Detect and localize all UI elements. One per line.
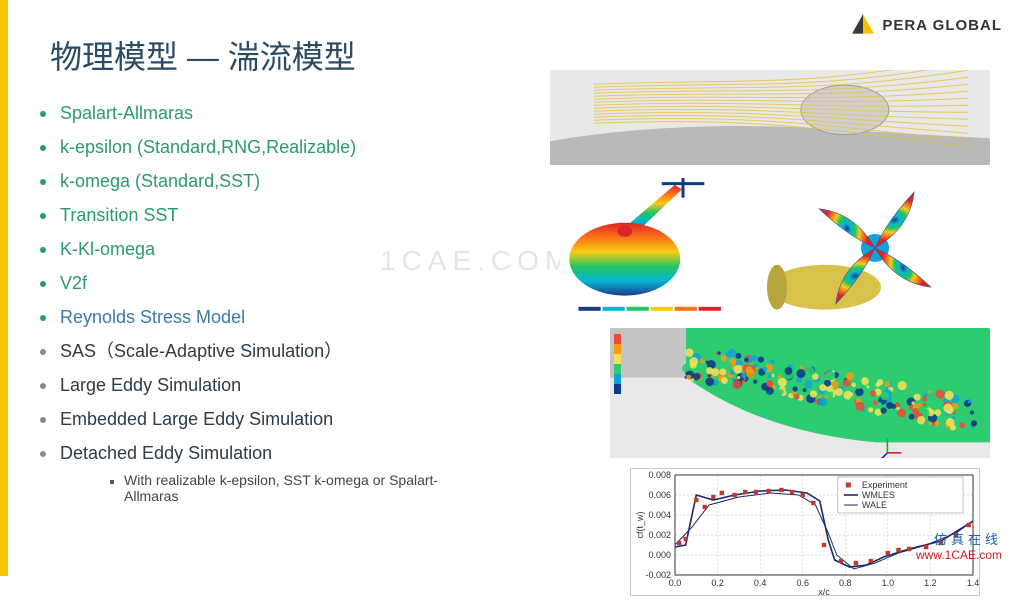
accent-bar xyxy=(0,0,8,576)
simulation-figure xyxy=(610,328,990,458)
logo-text: PERA GLOBAL xyxy=(882,17,1002,34)
bullet-icon xyxy=(40,383,46,389)
list-item: k-epsilon (Standard,RNG,Realizable) xyxy=(40,134,460,161)
list-item: Reynolds Stress Model xyxy=(40,304,460,331)
svg-text:WMLES: WMLES xyxy=(862,490,895,500)
svg-text:1.2: 1.2 xyxy=(924,578,937,588)
list-item-label: Large Eddy Simulation xyxy=(60,372,241,399)
bullet-icon xyxy=(40,213,46,219)
list-item-label: K-Kl-omega xyxy=(60,236,155,263)
footer-brand: 仿真在线 www.1CAE.com xyxy=(916,529,1002,562)
list-item: Detached Eddy Simulation xyxy=(40,440,460,467)
list-item-label: Detached Eddy Simulation xyxy=(60,440,272,467)
simulation-figure xyxy=(550,70,990,165)
svg-text:-0.002: -0.002 xyxy=(645,570,671,580)
svg-text:0.006: 0.006 xyxy=(648,490,671,500)
svg-text:0.008: 0.008 xyxy=(648,470,671,480)
page-title: 物理模型 — 湍流模型 xyxy=(50,32,356,78)
list-item: Spalart-Allmaras xyxy=(40,100,460,127)
bullet-icon xyxy=(40,451,46,457)
svg-text:1.0: 1.0 xyxy=(882,578,895,588)
list-item-label: k-omega (Standard,SST) xyxy=(60,168,260,195)
list-item-label: V2f xyxy=(60,270,87,297)
logo: PERA GLOBAL xyxy=(850,12,1002,38)
model-list: Spalart-Allmaras k-epsilon (Standard,RNG,… xyxy=(40,100,460,504)
list-item: SAS（Scale-Adaptive Simulation） xyxy=(40,338,460,365)
svg-text:0.002: 0.002 xyxy=(648,530,671,540)
svg-text:0.8: 0.8 xyxy=(839,578,852,588)
list-item: Embedded Large Eddy Simulation xyxy=(40,406,460,433)
svg-text:1.4: 1.4 xyxy=(967,578,980,588)
svg-text:0.6: 0.6 xyxy=(796,578,809,588)
list-item-label: SAS（Scale-Adaptive Simulation） xyxy=(60,338,342,365)
bullet-icon xyxy=(40,111,46,117)
svg-text:x/c: x/c xyxy=(818,587,830,597)
bullet-icon xyxy=(40,145,46,151)
list-item: Large Eddy Simulation xyxy=(40,372,460,399)
bullet-icon xyxy=(40,179,46,185)
bullet-icon xyxy=(110,480,114,484)
footer-cn: 仿真在线 xyxy=(916,529,1002,548)
list-item-label: Embedded Large Eddy Simulation xyxy=(60,406,333,433)
bullet-icon xyxy=(40,247,46,253)
list-item-label: Reynolds Stress Model xyxy=(60,304,245,331)
sub-item-label: With realizable k-epsilon, SST k-omega o… xyxy=(124,472,460,504)
list-item: Transition SST xyxy=(40,202,460,229)
list-item: K-Kl-omega xyxy=(40,236,460,263)
bullet-icon xyxy=(40,349,46,355)
list-item-label: k-epsilon (Standard,RNG,Realizable) xyxy=(60,134,356,161)
simulation-figure xyxy=(765,178,965,318)
logo-icon xyxy=(850,12,876,38)
svg-text:WALE: WALE xyxy=(862,500,887,510)
bullet-icon xyxy=(40,417,46,423)
list-item: k-omega (Standard,SST) xyxy=(40,168,460,195)
list-item-label: Transition SST xyxy=(60,202,178,229)
list-item: V2f xyxy=(40,270,460,297)
svg-text:cf(t_w): cf(t_w) xyxy=(635,511,645,538)
svg-text:0.004: 0.004 xyxy=(648,510,671,520)
simulation-figure xyxy=(560,178,745,318)
list-item-label: Spalart-Allmaras xyxy=(60,100,193,127)
svg-text:0.2: 0.2 xyxy=(711,578,724,588)
bullet-icon xyxy=(40,281,46,287)
svg-text:0.4: 0.4 xyxy=(754,578,767,588)
sub-item: With realizable k-epsilon, SST k-omega o… xyxy=(110,472,460,504)
svg-text:0.000: 0.000 xyxy=(648,550,671,560)
bullet-icon xyxy=(40,315,46,321)
svg-text:Experiment: Experiment xyxy=(862,480,908,490)
footer-url: www.1CAE.com xyxy=(916,548,1002,562)
